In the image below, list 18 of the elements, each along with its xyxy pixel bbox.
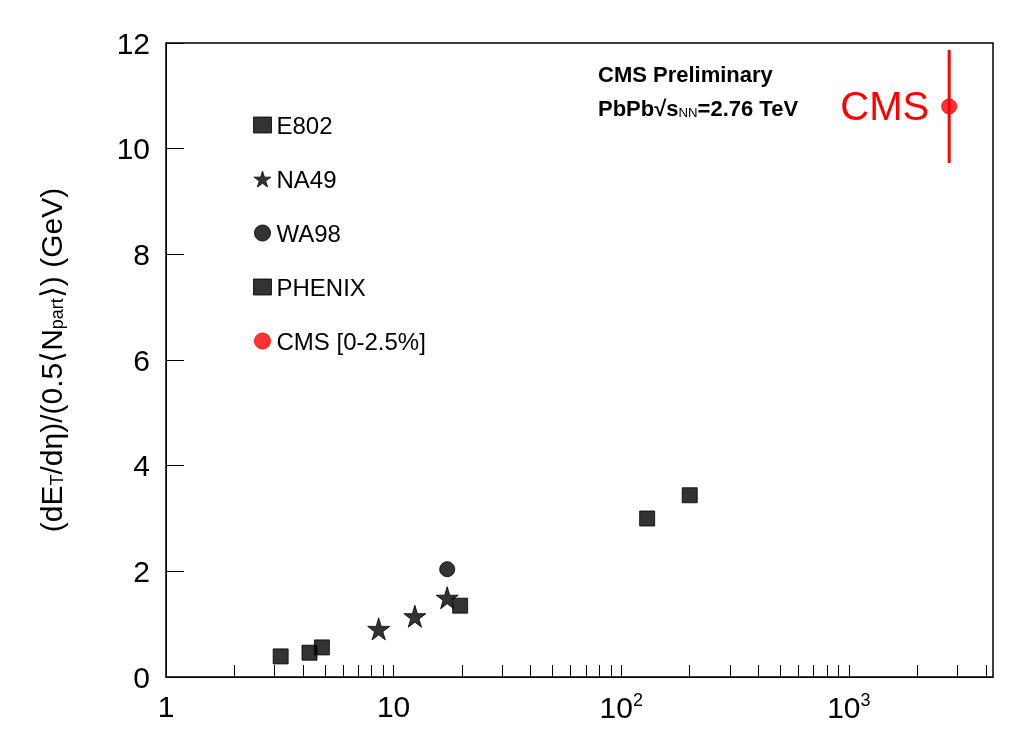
legend-label: PHENIX <box>276 273 366 301</box>
annotation: CMS <box>840 84 930 129</box>
annotation: PbPb√sNN=2.76 TeV <box>598 95 799 121</box>
y-tick-label: 0 <box>133 660 150 694</box>
y-tick-label: 6 <box>133 343 150 377</box>
legend-label: E802 <box>276 111 333 139</box>
legend-label: WA98 <box>276 219 341 247</box>
annotation: CMS Preliminary <box>598 61 774 87</box>
x-tick-label: 10 <box>376 689 411 723</box>
y-tick-label: 8 <box>133 237 150 271</box>
y-tick-label: 12 <box>116 26 150 60</box>
legend-label: NA49 <box>276 165 337 193</box>
y-tick-label: 2 <box>133 554 150 588</box>
x-tick-label: 1 <box>157 689 175 723</box>
y-tick-label: 10 <box>116 132 150 166</box>
y-tick-label: 4 <box>133 449 150 483</box>
y-axis-title: (dET/dη)/(0.5⟨Npart⟩) (GeV) <box>34 187 68 533</box>
legend-label: CMS [0-2.5%] <box>276 327 426 355</box>
